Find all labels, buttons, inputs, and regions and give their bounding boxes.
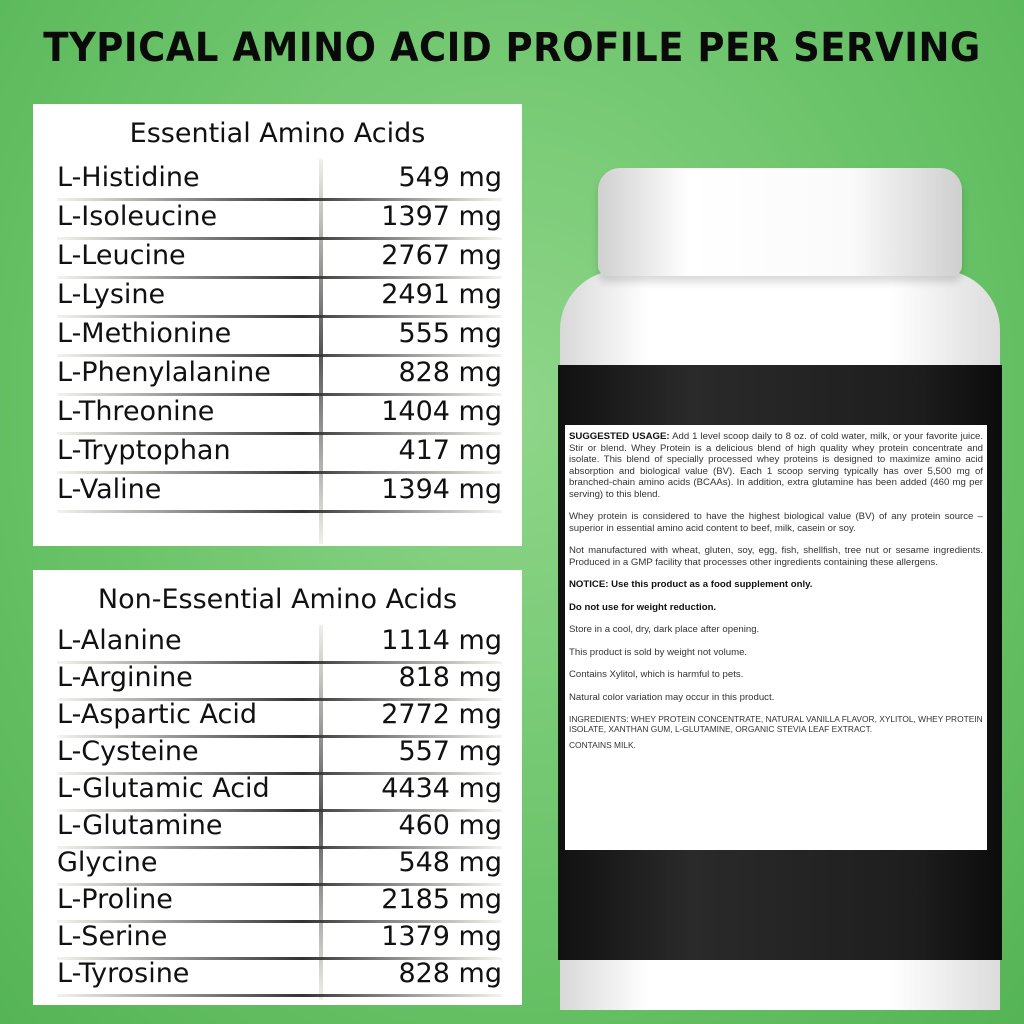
row-divider [57,920,502,923]
amino-acid-amount: 4434 mg [381,773,502,804]
amino-acid-row: L-Valine 1394 mg [57,474,502,513]
amino-acid-amount: 1394 mg [381,474,502,505]
amino-acid-amount: 828 mg [398,357,502,388]
row-divider [57,661,502,664]
amino-acid-name: L-Lysine [57,279,166,310]
amino-acid-row: L-Tryptophan 417 mg [57,435,502,474]
amino-acid-name: L-Tyrosine [57,958,190,989]
amino-acid-row: L-Proline 2185 mg [57,884,502,923]
amino-acid-name: L-Tryptophan [57,435,231,466]
row-divider [57,276,502,279]
amino-acid-amount: 818 mg [398,662,502,693]
amino-acid-row: L-Arginine 818 mg [57,662,502,701]
amino-acid-name: L-Valine [57,474,162,505]
jar-lid [598,168,962,276]
essential-heading: Essential Amino Acids [129,118,426,149]
divider [319,625,323,1000]
row-divider [57,735,502,738]
amino-acid-name: Glycine [57,847,158,878]
sold-text: This product is sold by weight not volum… [569,646,748,658]
row-divider [57,698,502,701]
amino-acid-row: L-Phenylalanine 828 mg [57,357,502,396]
amino-acid-amount: 548 mg [398,847,502,878]
amino-acid-name: L-Cysteine [57,736,199,767]
amino-acid-row: L-Leucine 2767 mg [57,240,502,279]
amino-acid-amount: 2772 mg [381,699,502,730]
amino-acid-row: L-Histidine 549 mg [57,162,502,201]
amino-acid-row: L-Alanine 1114 mg [57,625,502,664]
color-text: Natural color variation may occur in thi… [569,691,775,703]
contains-milk: CONTAINS MILK. [569,740,636,750]
amino-acid-amount: 557 mg [398,736,502,767]
allergen-text: Not manufactured with wheat, gluten, soy… [569,545,983,568]
row-divider [57,198,502,201]
amino-acid-row: L-Glutamine 460 mg [57,810,502,849]
row-divider [57,846,502,849]
xylitol-text: Contains Xylitol, which is harmful to pe… [569,669,744,680]
divider [319,159,323,544]
non-essential-amino-acids-panel: Non-Essential Amino Acids L-Alanine 1114 … [33,570,522,1005]
amino-acid-amount: 549 mg [398,162,502,193]
amino-acid-row: L-Cysteine 557 mg [57,736,502,775]
amino-acid-row: L-Aspartic Acid 2772 mg [57,699,502,738]
non-essential-heading: Non-Essential Amino Acids [97,584,458,615]
ingredients-text: INGREDIENTS: WHEY PROTEIN CONCENTRATE, N… [569,714,983,734]
amino-acid-amount: 1379 mg [381,921,502,952]
amino-acid-amount: 828 mg [398,958,502,989]
amino-acid-amount: 1404 mg [381,396,502,427]
row-divider [57,237,502,240]
amino-acid-row: L-Isoleucine 1397 mg [57,201,502,240]
amino-acid-amount: 417 mg [398,435,502,466]
amino-acid-row: L-Tyrosine 828 mg [57,958,502,997]
usage-text: Add 1 level scoop daily to 8 oz. of cold… [569,431,983,500]
amino-acid-amount: 460 mg [398,810,502,841]
bv-text: Whey protein is considered to have the h… [569,511,983,534]
amino-acid-name: L-Isoleucine [57,201,218,232]
row-divider [57,994,502,997]
row-divider [57,393,502,396]
amino-acid-amount: 1114 mg [381,625,502,656]
amino-acid-name: L-Leucine [57,240,186,271]
amino-acid-row: L-Threonine 1404 mg [57,396,502,435]
notice-text: NOTICE: Use this product as a food suppl… [569,579,813,590]
amino-acid-row: L-Methionine 555 mg [57,318,502,357]
essential-amino-acids-panel: Essential Amino Acids L-Histidine 549 mg L… [33,104,522,546]
amino-acid-name: L-Glutamine [57,810,223,841]
amino-acid-amount: 555 mg [398,318,502,349]
row-divider [57,883,502,886]
row-divider [57,471,502,474]
row-divider [57,510,502,513]
amino-acid-name: L-Phenylalanine [57,357,271,388]
amino-acid-row: L-Glutamic Acid 4434 mg [57,773,502,812]
amino-acid-name: L-Threonine [57,396,215,427]
row-divider [57,432,502,435]
amino-acid-amount: 2185 mg [381,884,502,915]
amino-acid-name: L-Proline [57,884,173,915]
amino-acid-row: L-Lysine 2491 mg [57,279,502,318]
row-divider [57,809,502,812]
row-divider [57,772,502,775]
amino-acid-row: Glycine 548 mg [57,847,502,886]
amino-acid-row: L-Serine 1379 mg [57,921,502,960]
row-divider [57,957,502,960]
amino-acid-name: L-Alanine [57,625,182,656]
amino-acid-name: L-Methionine [57,318,232,349]
page-title: TYPICAL AMINO ACID PROFILE PER SERVING [43,24,981,71]
amino-acid-name: L-Glutamic Acid [57,773,270,804]
weight-warning: Do not use for weight reduction. [569,601,717,613]
usage-heading: SUGGESTED USAGE: [569,431,670,442]
amino-acid-name: L-Serine [57,921,168,952]
product-label: SUGGESTED USAGE: Add 1 level scoop daily… [565,425,987,850]
storage-text: Store in a cool, dry, dark place after o… [569,624,760,635]
amino-acid-amount: 2491 mg [381,279,502,310]
row-divider [57,354,502,357]
amino-acid-amount: 1397 mg [381,201,502,232]
amino-acid-name: L-Histidine [57,162,200,193]
row-divider [57,315,502,318]
amino-acid-name: L-Arginine [57,662,193,693]
amino-acid-amount: 2767 mg [381,240,502,271]
amino-acid-name: L-Aspartic Acid [57,699,258,730]
